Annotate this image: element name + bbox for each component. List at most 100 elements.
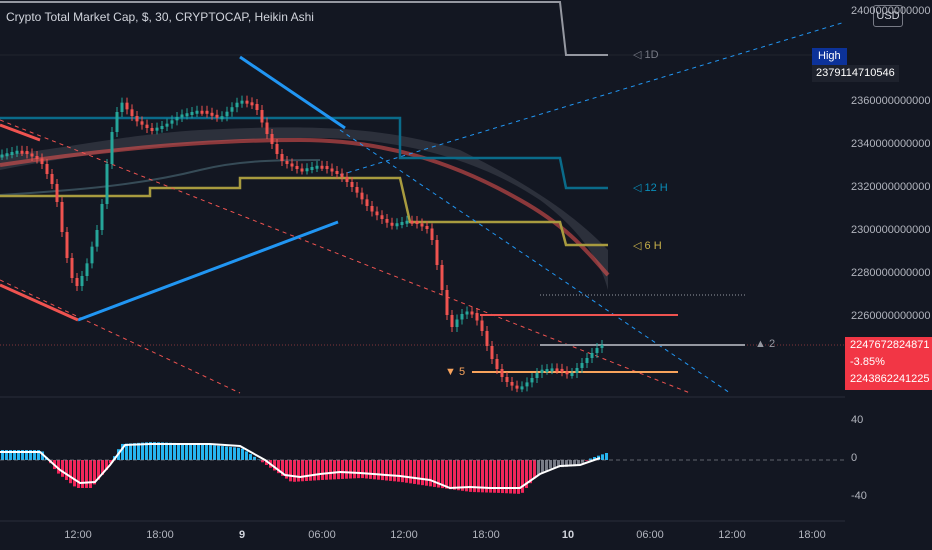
oscillator-bar xyxy=(293,460,296,482)
oscillator-bar xyxy=(237,447,240,460)
oscillator-bar xyxy=(241,448,244,460)
oscillator-bar xyxy=(145,442,148,460)
last-price-tag: 2247672824871 -3.85% 2243862241225 xyxy=(845,337,932,390)
channel-lower-line xyxy=(77,220,339,322)
oscillator-bar xyxy=(109,460,112,464)
oscillator-bar xyxy=(541,460,544,473)
oscillator-bar xyxy=(425,460,428,486)
oscillator-bar xyxy=(277,460,280,474)
six-hour-label: ◁ 6 H xyxy=(633,240,662,252)
oscillator-bar xyxy=(601,454,604,460)
oscillator-bar xyxy=(345,460,348,479)
last-change: -3.85% xyxy=(850,356,885,368)
osc-axis-label: -40 xyxy=(851,490,867,502)
time-axis-label: 12:00 xyxy=(64,529,92,541)
oscillator-bar xyxy=(373,460,376,480)
oscillator-bar xyxy=(561,460,564,468)
oscillator-bar xyxy=(537,460,540,475)
oscillator-bar xyxy=(313,460,316,481)
oscillator-bar xyxy=(505,460,508,494)
oscillator-bar xyxy=(489,460,492,493)
price-axis-label: 2300000000000 xyxy=(851,224,931,236)
oscillator-bar xyxy=(405,460,408,483)
price-axis-label: 2280000000000 xyxy=(851,267,931,279)
price-axis-label: 2360000000000 xyxy=(851,95,931,107)
oscillator-bar xyxy=(41,451,44,460)
oscillator-bar xyxy=(433,460,436,487)
oscillator-bar xyxy=(465,460,468,492)
oscillator-bar xyxy=(593,457,596,460)
oscillator-bar xyxy=(17,450,20,460)
oscillator-bar xyxy=(229,446,232,460)
oscillator-bar xyxy=(1,450,4,460)
oscillator-bar xyxy=(377,460,380,480)
arrow-down-label: ▼ 5 xyxy=(445,366,466,378)
oscillator-bar xyxy=(589,458,592,460)
oscillator-bar xyxy=(577,460,580,465)
oscillator-bar xyxy=(157,442,160,460)
oscillator-bar xyxy=(57,460,60,474)
oscillator-bar xyxy=(365,460,368,479)
oscillator-bar xyxy=(557,460,560,468)
high-value: 2379114710546 xyxy=(812,65,899,82)
oscillator-bar xyxy=(393,460,396,482)
oscillator-bar xyxy=(5,450,8,460)
oscillator-bar xyxy=(569,460,572,467)
oscillator-bar xyxy=(353,460,356,479)
oscillator-bar xyxy=(25,450,28,460)
oscillator-bar xyxy=(469,460,472,492)
oscillator-bar xyxy=(545,460,548,471)
oscillator-bar xyxy=(549,460,552,469)
oscillator-bar xyxy=(233,447,236,460)
one-day-label: ◁ 1D xyxy=(633,49,659,61)
oscillator-bar xyxy=(285,460,288,479)
oscillator-bar xyxy=(517,460,520,494)
oscillator-bar xyxy=(361,460,364,479)
oscillator-bar xyxy=(333,460,336,480)
oscillator-bar xyxy=(533,460,536,479)
time-axis-label: 9 xyxy=(238,529,246,541)
oscillator-bar xyxy=(225,446,228,460)
oscillator-bar xyxy=(553,460,556,468)
oscillator-signal-line xyxy=(0,443,601,490)
oscillator-bar xyxy=(525,460,528,488)
oscillator-bar xyxy=(261,460,264,463)
channel-upper-line xyxy=(239,55,346,130)
oscillator-bar xyxy=(585,460,588,461)
oscillator-bar xyxy=(485,460,488,493)
oscillator-bar xyxy=(201,444,204,460)
price-axis-label: 2320000000000 xyxy=(851,181,931,193)
oscillator-bar xyxy=(529,460,532,484)
oscillator-bar xyxy=(385,460,388,481)
ma-red-line xyxy=(0,137,610,277)
oscillator-group xyxy=(1,442,608,494)
twelve-hour-level-line xyxy=(0,116,608,190)
time-axis-label: 12:00 xyxy=(718,529,746,541)
oscillator-bar xyxy=(205,444,208,460)
oscillator-bar xyxy=(305,460,308,481)
oscillator-bar xyxy=(501,460,504,494)
time-axis-label: 06:00 xyxy=(308,529,336,541)
trend-dashed-blue-1 xyxy=(339,21,846,176)
chart-title: Crypto Total Market Cap, $, 30, CRYPTOCA… xyxy=(6,10,314,24)
oscillator-bar xyxy=(89,460,92,488)
oscillator-bar xyxy=(149,442,152,460)
oscillator-bar xyxy=(181,443,184,460)
oscillator-bar xyxy=(69,460,72,484)
oscillator-bar xyxy=(13,450,16,460)
currency-button[interactable]: USD xyxy=(873,5,903,27)
oscillator-bar xyxy=(137,442,140,460)
time-axis-label: 18:00 xyxy=(798,529,826,541)
oscillator-bar xyxy=(209,444,212,460)
oscillator-bar xyxy=(497,460,500,493)
oscillator-bar xyxy=(221,446,224,460)
oscillator-bar xyxy=(341,460,344,479)
twelve-hour-label: ◁ 12 H xyxy=(633,182,668,194)
time-axis-label: 06:00 xyxy=(636,529,664,541)
oscillator-bar xyxy=(37,450,40,460)
oscillator-bar xyxy=(217,445,220,460)
oscillator-bar xyxy=(337,460,340,480)
price-axis-label: 2340000000000 xyxy=(851,138,931,150)
oscillator-bar xyxy=(169,442,172,460)
